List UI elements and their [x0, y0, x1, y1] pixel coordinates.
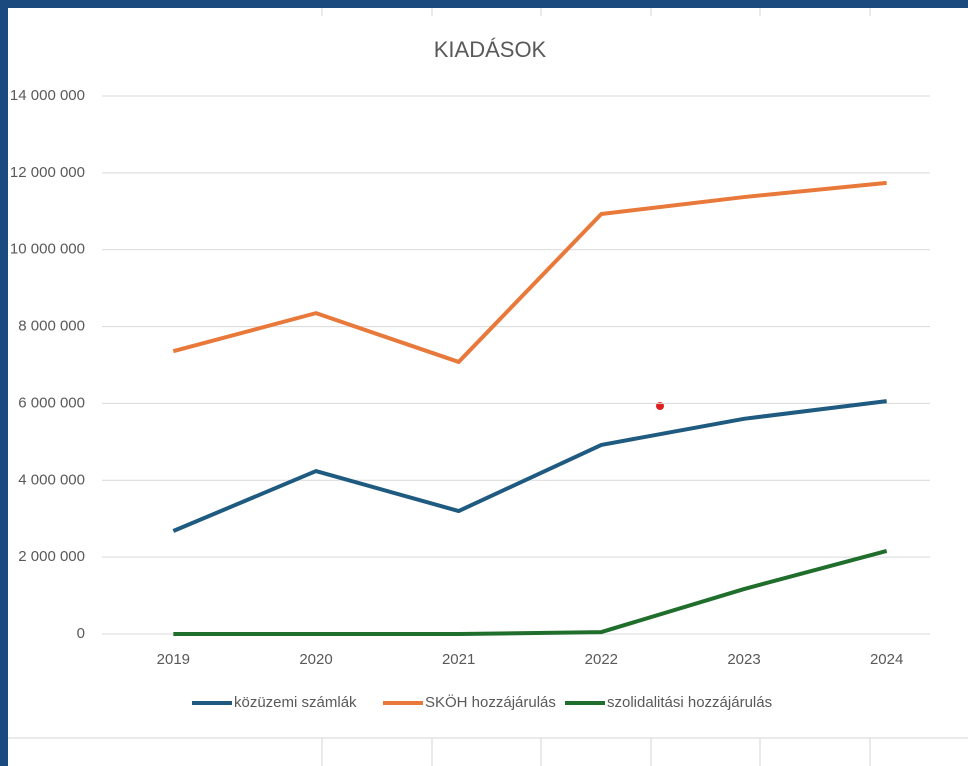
x-tick-label: 2023	[727, 651, 760, 668]
legend-label: SKÖH hozzájárulás	[425, 693, 556, 711]
x-tick-label: 2019	[157, 651, 190, 668]
legend-label: szolidalitási hozzájárulás	[607, 694, 772, 711]
x-tick-label: 2020	[299, 651, 332, 668]
y-tick-label: 4 000 000	[18, 471, 85, 488]
legend-label: közüzemi számlák	[234, 694, 357, 711]
y-tick-label: 10 000 000	[10, 241, 85, 258]
y-tick-label: 0	[77, 625, 85, 642]
y-tick-label: 12 000 000	[10, 164, 85, 181]
chart-title: KIADÁSOK	[434, 37, 547, 62]
cursor-dot	[656, 402, 664, 410]
series-line	[172, 180, 887, 364]
y-tick-label: 2 000 000	[18, 548, 85, 565]
x-tick-label: 2022	[585, 651, 618, 668]
x-tick-label: 2024	[870, 651, 903, 668]
y-tick-label: 8 000 000	[18, 318, 85, 335]
x-tick-label: 2021	[442, 651, 475, 668]
y-tick-label: 14 000 000	[10, 87, 85, 104]
y-tick-label: 6 000 000	[18, 394, 85, 411]
series-line	[173, 549, 888, 636]
cell-borders	[8, 8, 968, 766]
sheet	[8, 8, 968, 766]
series-line	[172, 399, 887, 533]
